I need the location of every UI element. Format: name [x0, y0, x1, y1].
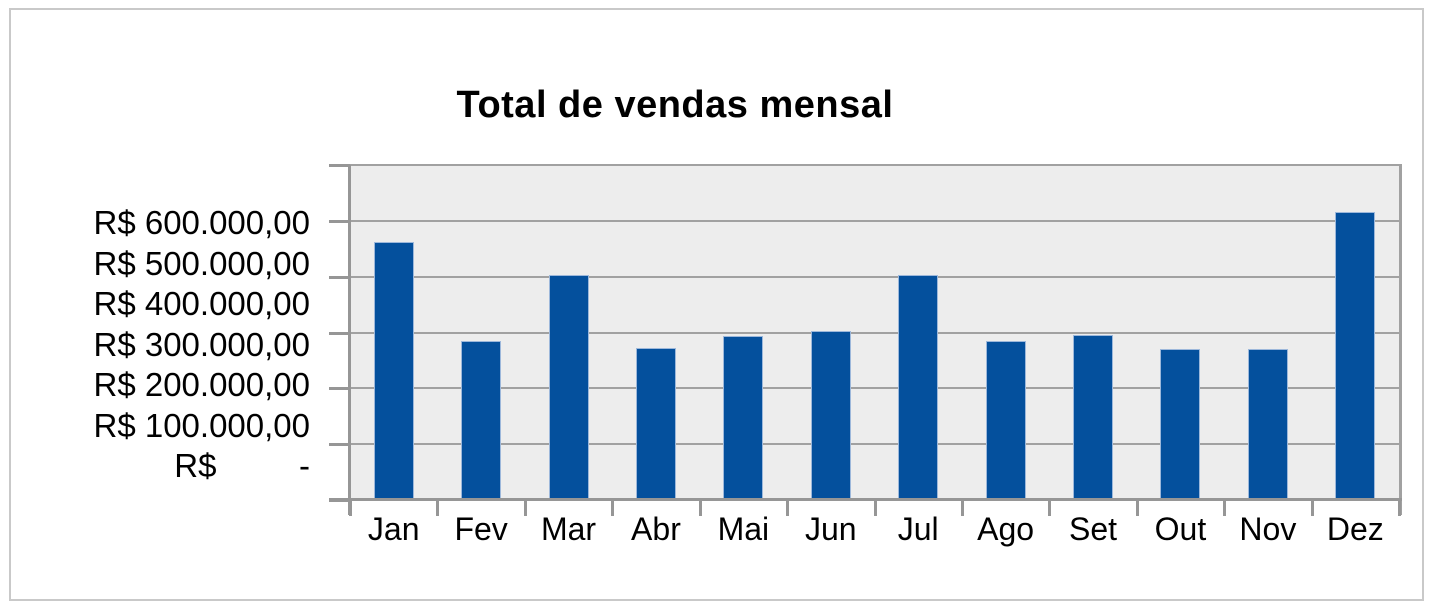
y-tick	[329, 219, 350, 223]
bar-abr	[635, 347, 676, 500]
y-axis-label: R$ 200.000,00	[93, 366, 310, 403]
x-tick	[1398, 500, 1401, 516]
x-axis-line	[329, 498, 1402, 501]
y-axis-label: R$ -	[174, 447, 310, 484]
plot-border-right	[1399, 164, 1402, 515]
bar-out	[1160, 348, 1201, 500]
bar-ago	[985, 340, 1026, 500]
x-axis-label-jun: Jun	[804, 511, 857, 547]
x-tick	[611, 500, 615, 516]
y-tick	[329, 499, 350, 502]
bar-jan	[373, 241, 414, 500]
y-axis-label: R$ 500.000,00	[93, 244, 310, 282]
x-tick	[960, 500, 964, 516]
y-axis-label: R$ 600.000,00	[93, 204, 310, 241]
chart-title: Total de vendas mensal	[456, 84, 894, 126]
bar-mar	[548, 275, 589, 500]
y-tick	[329, 275, 350, 279]
x-axis-label-fev: Fev	[454, 511, 508, 547]
y-tick	[329, 443, 350, 447]
bar-dez	[1335, 212, 1376, 500]
x-axis-label-dez: Dez	[1326, 511, 1384, 547]
x-tick	[698, 500, 702, 516]
x-axis-label-abr: Abr	[631, 511, 681, 547]
gridline	[350, 387, 1399, 390]
gridline	[350, 275, 1399, 278]
y-axis-label: R$ 300.000,00	[93, 325, 310, 363]
x-tick	[786, 500, 790, 516]
x-axis-label-mar: Mar	[540, 511, 597, 547]
y-tick	[329, 331, 350, 335]
x-tick	[1310, 500, 1314, 516]
bar-set	[1073, 334, 1114, 500]
y-tick	[329, 164, 350, 167]
x-tick	[1135, 500, 1139, 516]
gridline	[350, 443, 1399, 446]
x-axis-label-ago: Ago	[977, 511, 1035, 547]
x-axis-label-set: Set	[1069, 511, 1118, 547]
y-axis-line	[348, 165, 351, 515]
bar-fev	[461, 341, 502, 500]
plot-area	[350, 165, 1399, 500]
plot-border-top	[350, 164, 1402, 166]
x-axis-label-jul: Jul	[897, 511, 939, 547]
x-tick	[523, 500, 527, 516]
x-tick	[1223, 500, 1227, 516]
x-axis-label-mai: Mai	[717, 511, 770, 547]
gridline	[350, 331, 1399, 334]
bar-nov	[1247, 348, 1288, 500]
x-tick	[436, 500, 440, 516]
x-tick	[873, 500, 877, 516]
bar-jul	[898, 275, 939, 500]
bar-mai	[723, 335, 764, 500]
gridline	[350, 219, 1399, 222]
x-axis-label-nov: Nov	[1239, 511, 1297, 547]
y-axis-label: R$ 100.000,00	[93, 406, 310, 444]
x-axis-label-out: Out	[1154, 511, 1207, 547]
bar-jun	[810, 330, 851, 500]
y-axis-label: R$ 400.000,00	[93, 285, 310, 322]
x-axis-label-jan: Jan	[367, 511, 420, 547]
y-tick	[329, 387, 350, 391]
x-tick	[349, 500, 352, 516]
x-tick	[1048, 500, 1052, 516]
